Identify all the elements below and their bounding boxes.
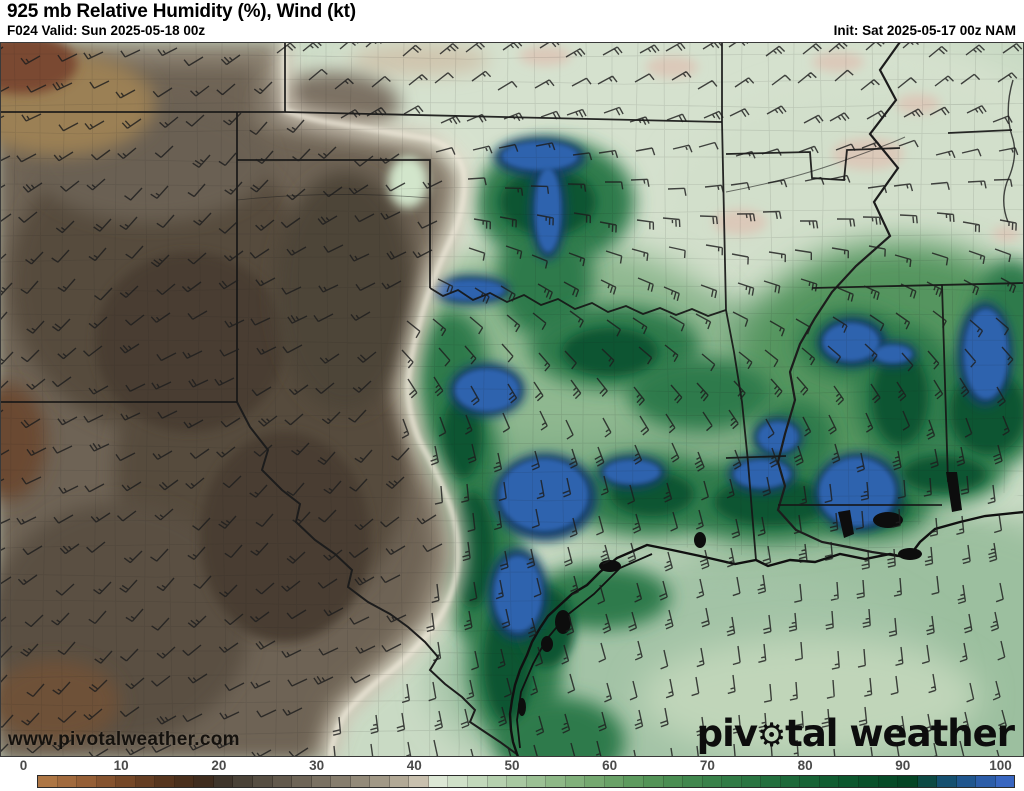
colorbar-segment <box>741 776 762 787</box>
colorbar-segment <box>604 776 625 787</box>
colorbar-segment <box>233 776 254 787</box>
colorbar-segment <box>487 776 508 787</box>
colorbar-segment <box>565 776 586 787</box>
colorbar-segment <box>311 776 332 787</box>
colorbar-segment <box>77 776 97 787</box>
pivotal-weather-logo: piv⚙tal weather <box>696 712 1015 755</box>
valid-time-label: F024 Valid: Sun 2025-05-18 00z <box>7 23 206 38</box>
colorbar-segment <box>155 776 175 787</box>
colorbar-tick-label: 80 <box>797 758 813 773</box>
colorbar-tick-label: 10 <box>113 758 129 773</box>
colorbar-segment <box>839 776 859 787</box>
colorbar-segment <box>174 776 195 787</box>
colorbar-segment <box>350 776 371 787</box>
logo-text-pre: piv <box>696 712 758 755</box>
colorbar-segment <box>331 776 351 787</box>
colorbar-tick-label: 70 <box>699 758 715 773</box>
colorbar-segment <box>409 776 429 787</box>
map-image: www.pivotalweather.com piv⚙tal weather <box>0 42 1024 757</box>
colorbar-segment <box>389 776 410 787</box>
subtitle-row: F024 Valid: Sun 2025-05-18 00z Init: Sat… <box>7 23 1016 38</box>
colorbar-tick-label: 20 <box>211 758 227 773</box>
colorbar-segment <box>722 776 742 787</box>
colorbar-segment <box>526 776 547 787</box>
gear-icon: ⚙ <box>756 716 786 754</box>
colorbar-segment <box>800 776 820 787</box>
colorbar-segment <box>683 776 703 787</box>
colorbar-segment <box>213 776 234 787</box>
colorbar-segment <box>253 776 273 787</box>
logo-text-post: tal weather <box>785 712 1015 755</box>
watermark: www.pivotalweather.com <box>8 729 240 750</box>
colorbar-segment <box>917 776 938 787</box>
colorbar-tick-label: 90 <box>895 758 911 773</box>
wind-barbs-layer <box>0 42 1023 757</box>
colorbar-segment <box>858 776 879 787</box>
colorbar-segment <box>624 776 644 787</box>
colorbar-segment <box>116 776 136 787</box>
colorbar-segment <box>96 776 117 787</box>
colorbar-segment <box>937 776 957 787</box>
colorbar-segment <box>878 776 899 787</box>
colorbar-segment <box>370 776 390 787</box>
colorbar-segment <box>448 776 469 787</box>
colorbar-segment <box>194 776 214 787</box>
colorbar-segment <box>702 776 723 787</box>
colorbar-tick-label: 0 <box>19 758 28 773</box>
colorbar-segment <box>663 776 684 787</box>
colorbar-tick-label: 50 <box>504 758 520 773</box>
page-title: 925 mb Relative Humidity (%), Wind (kt) <box>7 1 356 22</box>
colorbar-tick-label: 60 <box>602 758 618 773</box>
colorbar-segment <box>819 776 840 787</box>
colorbar-segment <box>995 776 1015 787</box>
colorbar-footer: 0 10 20 30 40 50 60 70 80 90 100 <box>0 757 1024 791</box>
colorbar-segment <box>546 776 566 787</box>
colorbar <box>37 775 1015 788</box>
colorbar-tick-label: 40 <box>406 758 422 773</box>
weather-map <box>0 42 1024 757</box>
colorbar-segment <box>780 776 801 787</box>
colorbar-segment <box>38 776 58 787</box>
colorbar-segment <box>292 776 312 787</box>
init-time-label: Init: Sat 2025-05-17 00z NAM <box>833 23 1016 38</box>
colorbar-segment <box>585 776 605 787</box>
colorbar-segment <box>956 776 977 787</box>
colorbar-segment <box>507 776 527 787</box>
colorbar-tick-label: 30 <box>309 758 325 773</box>
colorbar-segment <box>272 776 293 787</box>
colorbar-segment <box>428 776 449 787</box>
colorbar-segment <box>468 776 488 787</box>
colorbar-tick-label: 100 <box>989 758 1012 773</box>
colorbar-tick-row: 0 10 20 30 40 50 60 70 80 90 100 <box>0 758 1024 773</box>
colorbar-segment <box>761 776 781 787</box>
colorbar-segment <box>57 776 78 787</box>
colorbar-segment <box>643 776 664 787</box>
colorbar-segment <box>135 776 156 787</box>
colorbar-segment <box>976 776 996 787</box>
colorbar-segment <box>898 776 918 787</box>
title-bar: 925 mb Relative Humidity (%), Wind (kt) … <box>0 0 1024 42</box>
